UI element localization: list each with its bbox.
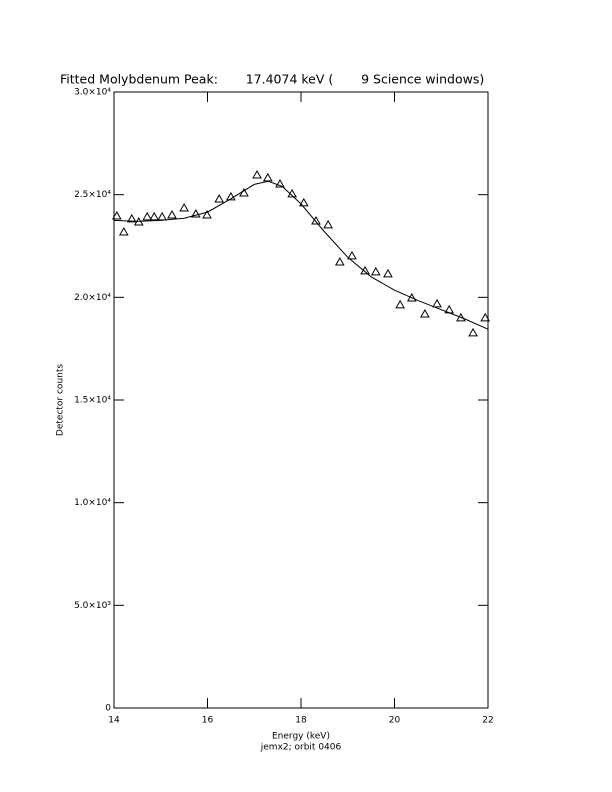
data-point bbox=[149, 211, 160, 221]
data-point bbox=[111, 211, 122, 220]
x-tick-label: 18 bbox=[295, 716, 307, 726]
data-point bbox=[334, 257, 345, 266]
data-point bbox=[347, 250, 357, 260]
y-tick-label: 2.0×10⁴ bbox=[74, 293, 111, 303]
data-point bbox=[420, 308, 430, 318]
fit-line bbox=[113, 180, 489, 330]
data-point bbox=[214, 193, 225, 203]
data-point bbox=[456, 312, 466, 322]
data-point bbox=[179, 203, 189, 212]
data-point bbox=[406, 292, 417, 302]
data-point bbox=[298, 197, 309, 207]
plot-frame bbox=[113, 91, 489, 709]
data-point bbox=[432, 298, 442, 308]
y-axis-label: Detector counts bbox=[56, 364, 66, 436]
data-point bbox=[323, 219, 333, 229]
y-tick-label: 1.0×10⁴ bbox=[74, 498, 111, 508]
data-point bbox=[395, 299, 405, 309]
y-tick-label: 2.5×10⁴ bbox=[74, 190, 111, 200]
data-point bbox=[262, 172, 273, 182]
data-point bbox=[126, 213, 137, 223]
data-point bbox=[360, 265, 370, 275]
data-point bbox=[468, 327, 478, 337]
data-point bbox=[157, 211, 168, 221]
data-point bbox=[252, 169, 262, 179]
data-point bbox=[190, 208, 201, 218]
x-tick-label: 22 bbox=[482, 716, 493, 726]
x-tick-label: 16 bbox=[202, 716, 214, 726]
y-tick-label: 3.0×10⁴ bbox=[74, 88, 111, 98]
y-tick-label: 5.0×10³ bbox=[74, 601, 111, 611]
chart-title: Fitted Molybdenum Peak: 17.4074 keV ( 9 … bbox=[60, 72, 484, 87]
data-point bbox=[167, 209, 177, 219]
x-tick-label: 20 bbox=[389, 716, 401, 726]
x-axis-label: Energy (keV) bbox=[272, 732, 330, 742]
data-point bbox=[370, 266, 381, 276]
y-tick-label: 0 bbox=[105, 704, 111, 714]
data-point bbox=[226, 191, 236, 201]
data-point bbox=[118, 227, 129, 236]
footer: jemx2; orbit 0406 bbox=[260, 743, 342, 753]
x-tick-label: 14 bbox=[108, 716, 120, 726]
data-point bbox=[311, 215, 321, 225]
data-point bbox=[142, 211, 153, 221]
y-tick-label: 1.5×10⁴ bbox=[74, 396, 111, 406]
data-point bbox=[383, 268, 393, 278]
data-point bbox=[202, 209, 212, 219]
data-point bbox=[480, 312, 491, 322]
data-point bbox=[275, 178, 285, 188]
